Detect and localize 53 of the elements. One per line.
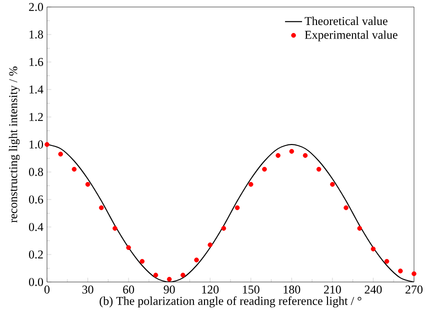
point xyxy=(316,166,322,172)
point xyxy=(221,226,226,231)
point xyxy=(384,258,390,264)
x-tick-label: 120 xyxy=(202,286,219,294)
y-tick-label: 0.4 xyxy=(28,222,44,232)
y-tick-label: 0.6 xyxy=(28,195,44,204)
point xyxy=(58,152,63,157)
y-tick-label: 1.2 xyxy=(30,112,43,122)
x-tick-label: 270 xyxy=(406,286,423,294)
x-tick-label: 180 xyxy=(284,286,300,294)
x-tick-label: 90 xyxy=(164,286,175,294)
y-tick-label: 1.6 xyxy=(30,58,44,66)
legend-label: Theoretical value xyxy=(304,16,388,26)
y-tick-label: 1.0 xyxy=(30,140,44,149)
point xyxy=(98,205,104,210)
x-tick-label: 0 xyxy=(44,286,50,294)
point xyxy=(398,268,403,274)
point xyxy=(44,142,50,147)
point xyxy=(412,271,416,276)
y-tick-label: 0.0 xyxy=(28,278,44,286)
point xyxy=(344,205,348,210)
y-tick-label: 2.0 xyxy=(29,2,44,12)
y-tick-label: 0.8 xyxy=(28,168,44,176)
point xyxy=(357,226,362,231)
point xyxy=(276,153,280,158)
x-tick-label: 210 xyxy=(324,286,341,294)
point xyxy=(194,258,199,262)
x-axis-title: (b) The polarization angle of reading reference light / ° xyxy=(100,296,362,308)
point xyxy=(153,272,158,278)
y-tick-label: 1.4 xyxy=(30,85,44,94)
x-tick-label: 30 xyxy=(82,286,94,294)
point xyxy=(262,166,267,172)
point xyxy=(234,205,240,210)
x-tick-label: 240 xyxy=(364,286,382,294)
point xyxy=(72,166,77,172)
x-tick-label: 60 xyxy=(123,286,134,294)
x-tick-label: 150 xyxy=(242,286,260,294)
y-axis-title: reconstructing light intensity / % xyxy=(8,66,20,223)
point xyxy=(140,258,145,264)
point xyxy=(126,245,131,250)
point xyxy=(180,272,186,278)
y-tick-label: 0.2 xyxy=(28,250,43,259)
point xyxy=(370,246,376,252)
point xyxy=(208,242,213,248)
point xyxy=(289,148,294,154)
legend-label: Experimental value xyxy=(304,30,398,42)
point xyxy=(302,153,308,158)
point xyxy=(248,182,254,187)
point xyxy=(166,276,172,282)
point xyxy=(112,226,118,231)
point xyxy=(85,182,90,187)
y-tick-label: 1.8 xyxy=(30,30,44,39)
point xyxy=(330,182,335,187)
